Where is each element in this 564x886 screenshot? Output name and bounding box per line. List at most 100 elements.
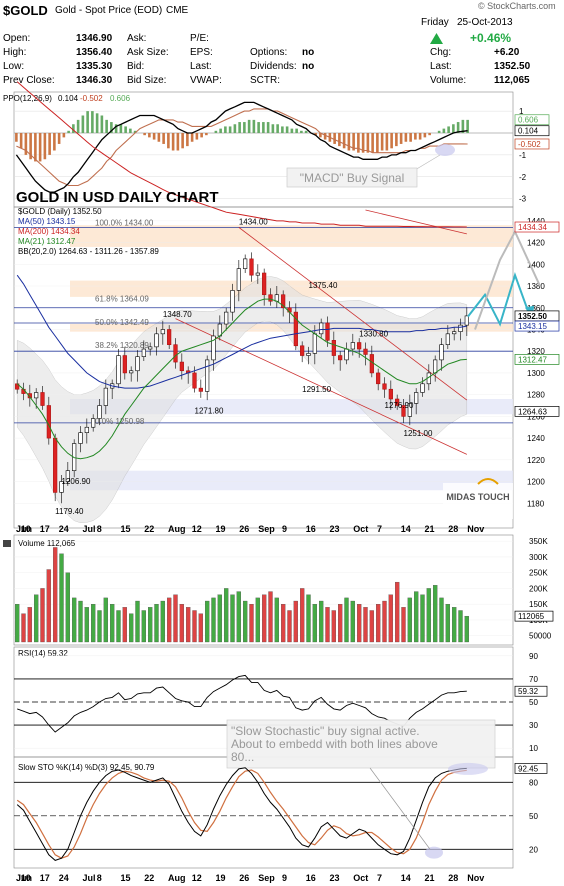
price-candle: [27, 393, 32, 399]
watermark: © StockCharts.com: [478, 1, 556, 11]
ppo-value-label: 0.606: [518, 116, 539, 125]
ppo-histogram-bar: [224, 126, 227, 133]
rsi-tick: 70: [529, 675, 538, 684]
ppo-histogram-bar: [24, 133, 28, 155]
ppo-value-label: 0.104: [518, 127, 539, 136]
ppo-histogram-bar: [114, 124, 118, 133]
ppo-signal-line: [16, 108, 468, 187]
ppo-histogram-bar: [72, 124, 75, 133]
price-candle: [103, 387, 108, 406]
price-candle: [274, 294, 279, 302]
volume-bar: [198, 613, 203, 643]
price-candle: [452, 331, 457, 335]
price-candle: [420, 383, 425, 393]
exchange-label: CME: [166, 5, 189, 16]
volume-tick: 50000: [529, 632, 552, 641]
x-axis-label-bottom: 14: [401, 873, 411, 883]
volume-bar: [325, 607, 330, 643]
price-legend: MA(200) 1434.34: [18, 227, 80, 236]
volume-bar: [249, 604, 254, 643]
volume-bar: [420, 594, 425, 643]
price-value-label: 1434.34: [518, 223, 547, 232]
price-candle: [224, 311, 229, 325]
ppo-histogram-bar: [29, 133, 32, 160]
ppo-tick: -2: [519, 173, 527, 182]
price-candle: [281, 294, 286, 309]
stat-label: High:: [3, 47, 27, 58]
x-axis-label: 14: [401, 524, 411, 534]
trend-line: [175, 318, 468, 455]
x-axis-label: Oct: [353, 524, 368, 534]
sto-high-marker: [448, 762, 488, 775]
price-candle: [167, 329, 172, 345]
volume-bar: [141, 610, 146, 643]
price-candle: [382, 383, 387, 390]
ppo-histogram-bar: [352, 133, 355, 151]
fib-label: 38.2% 1320.89: [95, 341, 149, 350]
ppo-tick: 1: [519, 107, 524, 116]
volume-bar: [243, 600, 248, 643]
price-candle: [293, 311, 298, 347]
x-axis-label: Jun: [16, 524, 32, 534]
x-axis-label: 8: [97, 524, 102, 534]
volume-bar: [255, 597, 260, 643]
sto-tick: 20: [529, 845, 538, 854]
price-zone: [70, 225, 513, 247]
volume-bar: [262, 594, 267, 643]
volume-bar: [439, 597, 444, 643]
ppo-histogram-bar: [152, 133, 156, 140]
ppo-histogram-bar: [290, 128, 294, 133]
price-candle: [395, 398, 400, 406]
fib-label: 100.0% 1434.00: [95, 218, 154, 227]
price-label: 1251.00: [404, 429, 433, 438]
ppo-legend: -0.502: [80, 94, 103, 103]
price-candle: [445, 333, 450, 345]
volume-tick: 250K: [529, 569, 548, 578]
rsi-tick: 30: [529, 721, 538, 730]
right-value: 112,065: [494, 75, 530, 86]
volume-bar: [458, 610, 463, 643]
quote-label: Bid:: [127, 61, 145, 72]
fund-label: VWAP:: [190, 75, 222, 86]
price-legend: MA(21) 1312.47: [18, 237, 76, 246]
volume-bar: [27, 607, 32, 643]
volume-bar: [338, 604, 343, 643]
price-candle: [116, 355, 121, 385]
x-axis-label-bottom: Nov: [467, 873, 484, 883]
volume-bar: [293, 600, 298, 643]
ppo-histogram-bar: [176, 133, 180, 151]
price-tick: 1440: [527, 217, 545, 226]
x-axis-label: Nov: [467, 524, 484, 534]
ppo-histogram-bar: [347, 133, 351, 151]
price-candle: [205, 359, 210, 392]
price-candle: [300, 345, 305, 356]
ppo-histogram-bar: [285, 126, 289, 133]
volume-bar: [369, 610, 374, 643]
ppo-histogram-bar: [437, 130, 441, 133]
volume-bar: [376, 604, 381, 643]
rsi-value-label: 59.32: [518, 687, 539, 696]
volume-bar: [135, 600, 140, 643]
ppo-histogram-bar: [333, 133, 336, 144]
price-label: 1434.00: [239, 217, 268, 226]
x-axis-label: 15: [121, 524, 131, 534]
price-value-box: [514, 221, 560, 233]
sto-value-box: [514, 763, 548, 774]
volume-bar: [300, 588, 305, 643]
volume-bar: [319, 600, 324, 643]
ppo-histogram-bar: [385, 133, 389, 151]
ppo-histogram-bar: [428, 133, 431, 136]
quote-header: $GOLD Gold - Spot Price (EOD) CME © Stoc…: [0, 0, 564, 92]
price-candle: [319, 322, 324, 335]
ppo-histogram-bar: [228, 126, 232, 133]
volume-bar: [224, 588, 229, 643]
volume-bar: [59, 553, 64, 643]
price-candle: [91, 418, 96, 428]
stochastic-annotation: "Slow Stochastic" buy signal active. Abou…: [231, 724, 438, 764]
x-axis-label-bottom: Jun: [16, 873, 32, 883]
ppo-histogram-bar: [238, 122, 241, 133]
fund-label: P/E:: [190, 33, 209, 44]
stochastic-annotation-box: [226, 719, 496, 769]
projection-path-alt: [474, 229, 541, 330]
price-candle: [84, 426, 89, 433]
